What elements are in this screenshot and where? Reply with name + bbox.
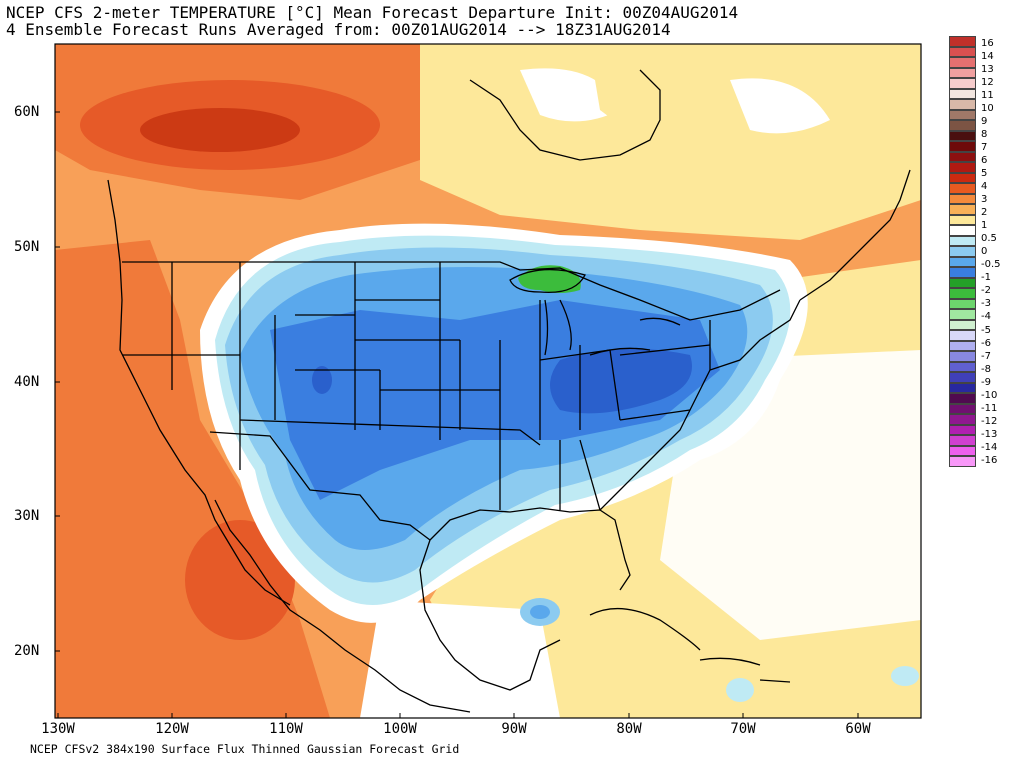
legend-swatch: [949, 361, 976, 372]
lon-label: 110W: [269, 721, 303, 737]
lat-label: 60N: [14, 104, 40, 120]
legend-label: 13: [981, 63, 994, 75]
legend-label: 11: [981, 89, 994, 101]
lat-label: 30N: [14, 508, 40, 524]
lat-label: 20N: [14, 643, 40, 659]
legend-swatch: [949, 57, 976, 68]
legend-swatch: [949, 277, 976, 288]
legend-label: -12: [981, 415, 998, 427]
legend-swatch: [949, 67, 976, 78]
legend-swatch: [949, 372, 976, 383]
legend-swatch: [949, 288, 976, 299]
legend-swatch: [949, 130, 976, 141]
legend-label: -1: [981, 272, 991, 284]
legend-label: 12: [981, 76, 994, 88]
legend-swatch: [949, 193, 976, 204]
legend-label: -11: [981, 402, 998, 414]
legend-swatch: [949, 183, 976, 194]
legend-label: 8: [981, 128, 988, 140]
legend-label: -13: [981, 428, 998, 440]
lon-label: 70W: [730, 721, 756, 737]
legend-label: 2: [981, 207, 988, 219]
legend-swatch: [949, 256, 976, 267]
lon-label: 60W: [845, 721, 871, 737]
lat-label: 50N: [14, 239, 40, 255]
legend-label: 9: [981, 115, 988, 127]
legend-swatch: [949, 78, 976, 89]
legend-swatch: [949, 382, 976, 393]
legend-swatch: [949, 319, 976, 330]
legend-label: 1: [981, 220, 988, 232]
lon-label: 120W: [155, 721, 189, 737]
lat-label: 40N: [14, 374, 40, 390]
lon-label: 100W: [383, 721, 417, 737]
legend-swatch: [949, 456, 976, 467]
legend-label: -10: [981, 389, 998, 401]
map-frame: [54, 43, 922, 719]
legend-swatch: [949, 330, 976, 341]
legend-label: -3: [981, 298, 991, 310]
legend-label: -5: [981, 324, 991, 336]
legend-swatch: [949, 445, 976, 456]
legend-swatch: [949, 162, 976, 173]
legend-swatch: [949, 36, 976, 47]
legend-swatch: [949, 172, 976, 183]
legend-label: 5: [981, 167, 988, 179]
legend-swatch: [949, 267, 976, 278]
legend-swatch: [949, 403, 976, 414]
legend-label: 3: [981, 194, 988, 206]
coastline-borders: [107, 69, 911, 713]
legend-label: 4: [981, 181, 988, 193]
legend-swatch: [949, 151, 976, 162]
legend-swatch: [949, 214, 976, 225]
legend-label: -14: [981, 441, 998, 453]
legend-swatch: [949, 120, 976, 131]
footer-caption: NCEP CFSv2 384x190 Surface Flux Thinned …: [30, 742, 460, 756]
legend-label: 16: [981, 37, 994, 49]
axis-ticks: [55, 111, 859, 718]
legend-swatch: [949, 414, 976, 425]
legend-swatch: [949, 109, 976, 120]
legend-swatch: [949, 235, 976, 246]
legend-label: -4: [981, 311, 991, 323]
legend-swatch: [949, 225, 976, 236]
legend-swatch: [949, 246, 976, 257]
legend-label: -8: [981, 363, 991, 375]
legend-swatch: [949, 309, 976, 320]
legend-label: 6: [981, 154, 988, 166]
legend-label: 7: [981, 141, 988, 153]
lon-label: 90W: [501, 721, 527, 737]
anomaly-field: [55, 44, 921, 718]
legend-swatch: [949, 141, 976, 152]
legend-label: -6: [981, 337, 991, 349]
chart-subtitle: 4 Ensemble Forecast Runs Averaged from: …: [6, 20, 671, 39]
legend-swatch: [949, 88, 976, 99]
legend-label: 10: [981, 102, 994, 114]
lon-label: 80W: [616, 721, 642, 737]
legend-swatch: [949, 393, 976, 404]
legend-label: 0: [981, 246, 988, 258]
legend-swatch: [949, 424, 976, 435]
legend-label: -9: [981, 376, 991, 388]
legend-swatch: [949, 99, 976, 110]
legend-label: 0.5: [981, 233, 997, 245]
legend-label: -2: [981, 285, 991, 297]
legend-swatch: [949, 298, 976, 309]
legend-label: -0.5: [981, 259, 1001, 271]
legend-swatch: [949, 340, 976, 351]
legend-swatch: [949, 46, 976, 57]
legend-label: -7: [981, 350, 991, 362]
legend-swatch: [949, 204, 976, 215]
lon-label: 130W: [41, 721, 75, 737]
legend-label: -16: [981, 454, 998, 466]
legend-label: 14: [981, 50, 994, 62]
chart-title: NCEP CFS 2-meter TEMPERATURE [°C] Mean F…: [6, 3, 739, 22]
legend-swatch: [949, 351, 976, 362]
legend-swatch: [949, 435, 976, 446]
